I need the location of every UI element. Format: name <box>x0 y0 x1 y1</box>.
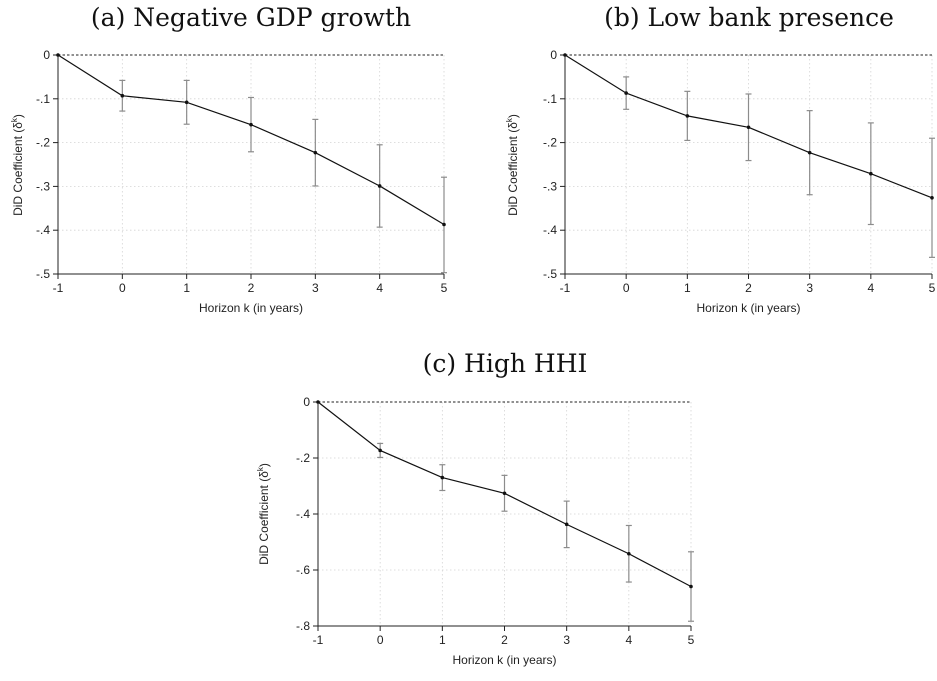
y-tick-label: -.2 <box>296 451 310 465</box>
data-point <box>120 93 125 98</box>
data-point <box>313 150 318 155</box>
data-point <box>377 184 382 188</box>
x-tick-label: 0 <box>377 633 384 647</box>
y-axis-label-close: ) <box>11 114 25 118</box>
y-tick-label: 0 <box>43 48 50 62</box>
y-axis-label: DiD Coefficient (δk) <box>10 114 25 216</box>
y-tick-label: -.1 <box>36 92 50 106</box>
data-point <box>624 91 628 95</box>
x-tick-label: 2 <box>248 281 255 295</box>
x-tick-label: 5 <box>929 281 936 295</box>
x-tick-label: 4 <box>625 633 632 647</box>
data-point <box>563 53 567 57</box>
chart-panel-1: (a) Negative GDP growth 0 -.1 -.2 -.3 -.4 -.5-… <box>10 3 448 315</box>
data-point <box>378 448 382 453</box>
y-axis-label-main: DiD Coefficient (δ <box>11 122 25 216</box>
y-tick-label: -.1 <box>543 92 557 106</box>
x-tick-label: -1 <box>313 633 324 647</box>
data-point <box>502 491 507 496</box>
y-tick-label: -.4 <box>543 223 557 237</box>
y-tick-label: -.2 <box>36 136 50 150</box>
x-tick-label: 5 <box>441 281 448 295</box>
y-axis-label-superscript: k <box>256 466 265 471</box>
y-axis-label-close: ) <box>506 114 520 118</box>
data-point <box>442 222 446 227</box>
data-point <box>689 584 693 589</box>
data-point <box>627 551 631 556</box>
chart-title: (c) High HHI <box>423 349 588 378</box>
y-axis-label-main: DiD Coefficient (δ <box>506 122 520 216</box>
y-tick-label: -.3 <box>36 179 50 193</box>
x-tick-label: 0 <box>119 281 126 295</box>
x-axis-label: Horizon k (in years) <box>452 653 556 667</box>
x-tick-label: 4 <box>867 281 874 295</box>
data-point <box>564 522 569 527</box>
x-axis-label: Horizon k (in years) <box>696 301 800 315</box>
data-point <box>316 400 320 404</box>
x-tick-label: 5 <box>688 633 695 647</box>
y-tick-label: -.5 <box>543 267 557 281</box>
x-tick-label: 3 <box>806 281 813 295</box>
data-point <box>249 122 253 127</box>
x-tick-label: 2 <box>745 281 752 295</box>
y-tick-label: -.2 <box>543 136 557 150</box>
x-tick-label: 4 <box>376 281 383 295</box>
y-tick-label: -.6 <box>296 563 310 577</box>
data-point <box>930 195 934 200</box>
y-tick-label: -.3 <box>543 179 557 193</box>
data-point <box>746 125 751 130</box>
y-tick-label: 0 <box>550 48 557 62</box>
y-tick-label: 0 <box>303 395 310 409</box>
data-point <box>184 100 189 105</box>
x-tick-label: 2 <box>501 633 508 647</box>
x-tick-label: 1 <box>183 281 190 295</box>
y-axis-label: DiD Coefficient (δk) <box>505 114 520 216</box>
y-tick-label: -.8 <box>296 619 310 633</box>
y-axis-label-superscript: k <box>10 117 19 122</box>
data-point <box>440 475 445 480</box>
x-axis-label: Horizon k (in years) <box>199 301 303 315</box>
x-tick-label: -1 <box>53 281 64 295</box>
y-tick-label: -.5 <box>36 267 50 281</box>
x-tick-label: 1 <box>439 633 446 647</box>
x-tick-label: 3 <box>312 281 319 295</box>
data-point <box>685 114 690 118</box>
x-tick-label: 1 <box>684 281 691 295</box>
y-tick-label: -.4 <box>296 507 310 521</box>
y-axis-label-main: DiD Coefficient (δ <box>257 471 271 565</box>
chart-panel-3: (c) High HHI 0 -.2 -.4 -.6 -.8-1 0 1 2 3 4 5 Horizon… <box>256 349 695 667</box>
y-axis-label: DiD Coefficient (δk) <box>256 463 271 565</box>
data-point <box>869 171 873 176</box>
y-tick-label: -.4 <box>36 223 50 237</box>
chart-title: (a) Negative GDP growth <box>91 3 411 32</box>
data-point <box>807 150 812 155</box>
chart-title: (b) Low bank presence <box>604 3 894 32</box>
chart-panel-2: (b) Low bank presence 0 -.1 -.2 -.3 -.4 -.5-1 0… <box>505 3 936 315</box>
data-point <box>56 53 60 57</box>
x-tick-label: 0 <box>623 281 630 295</box>
x-tick-label: 3 <box>563 633 570 647</box>
y-axis-label-superscript: k <box>505 117 514 122</box>
x-tick-label: -1 <box>560 281 571 295</box>
y-axis-label-close: ) <box>257 463 271 467</box>
